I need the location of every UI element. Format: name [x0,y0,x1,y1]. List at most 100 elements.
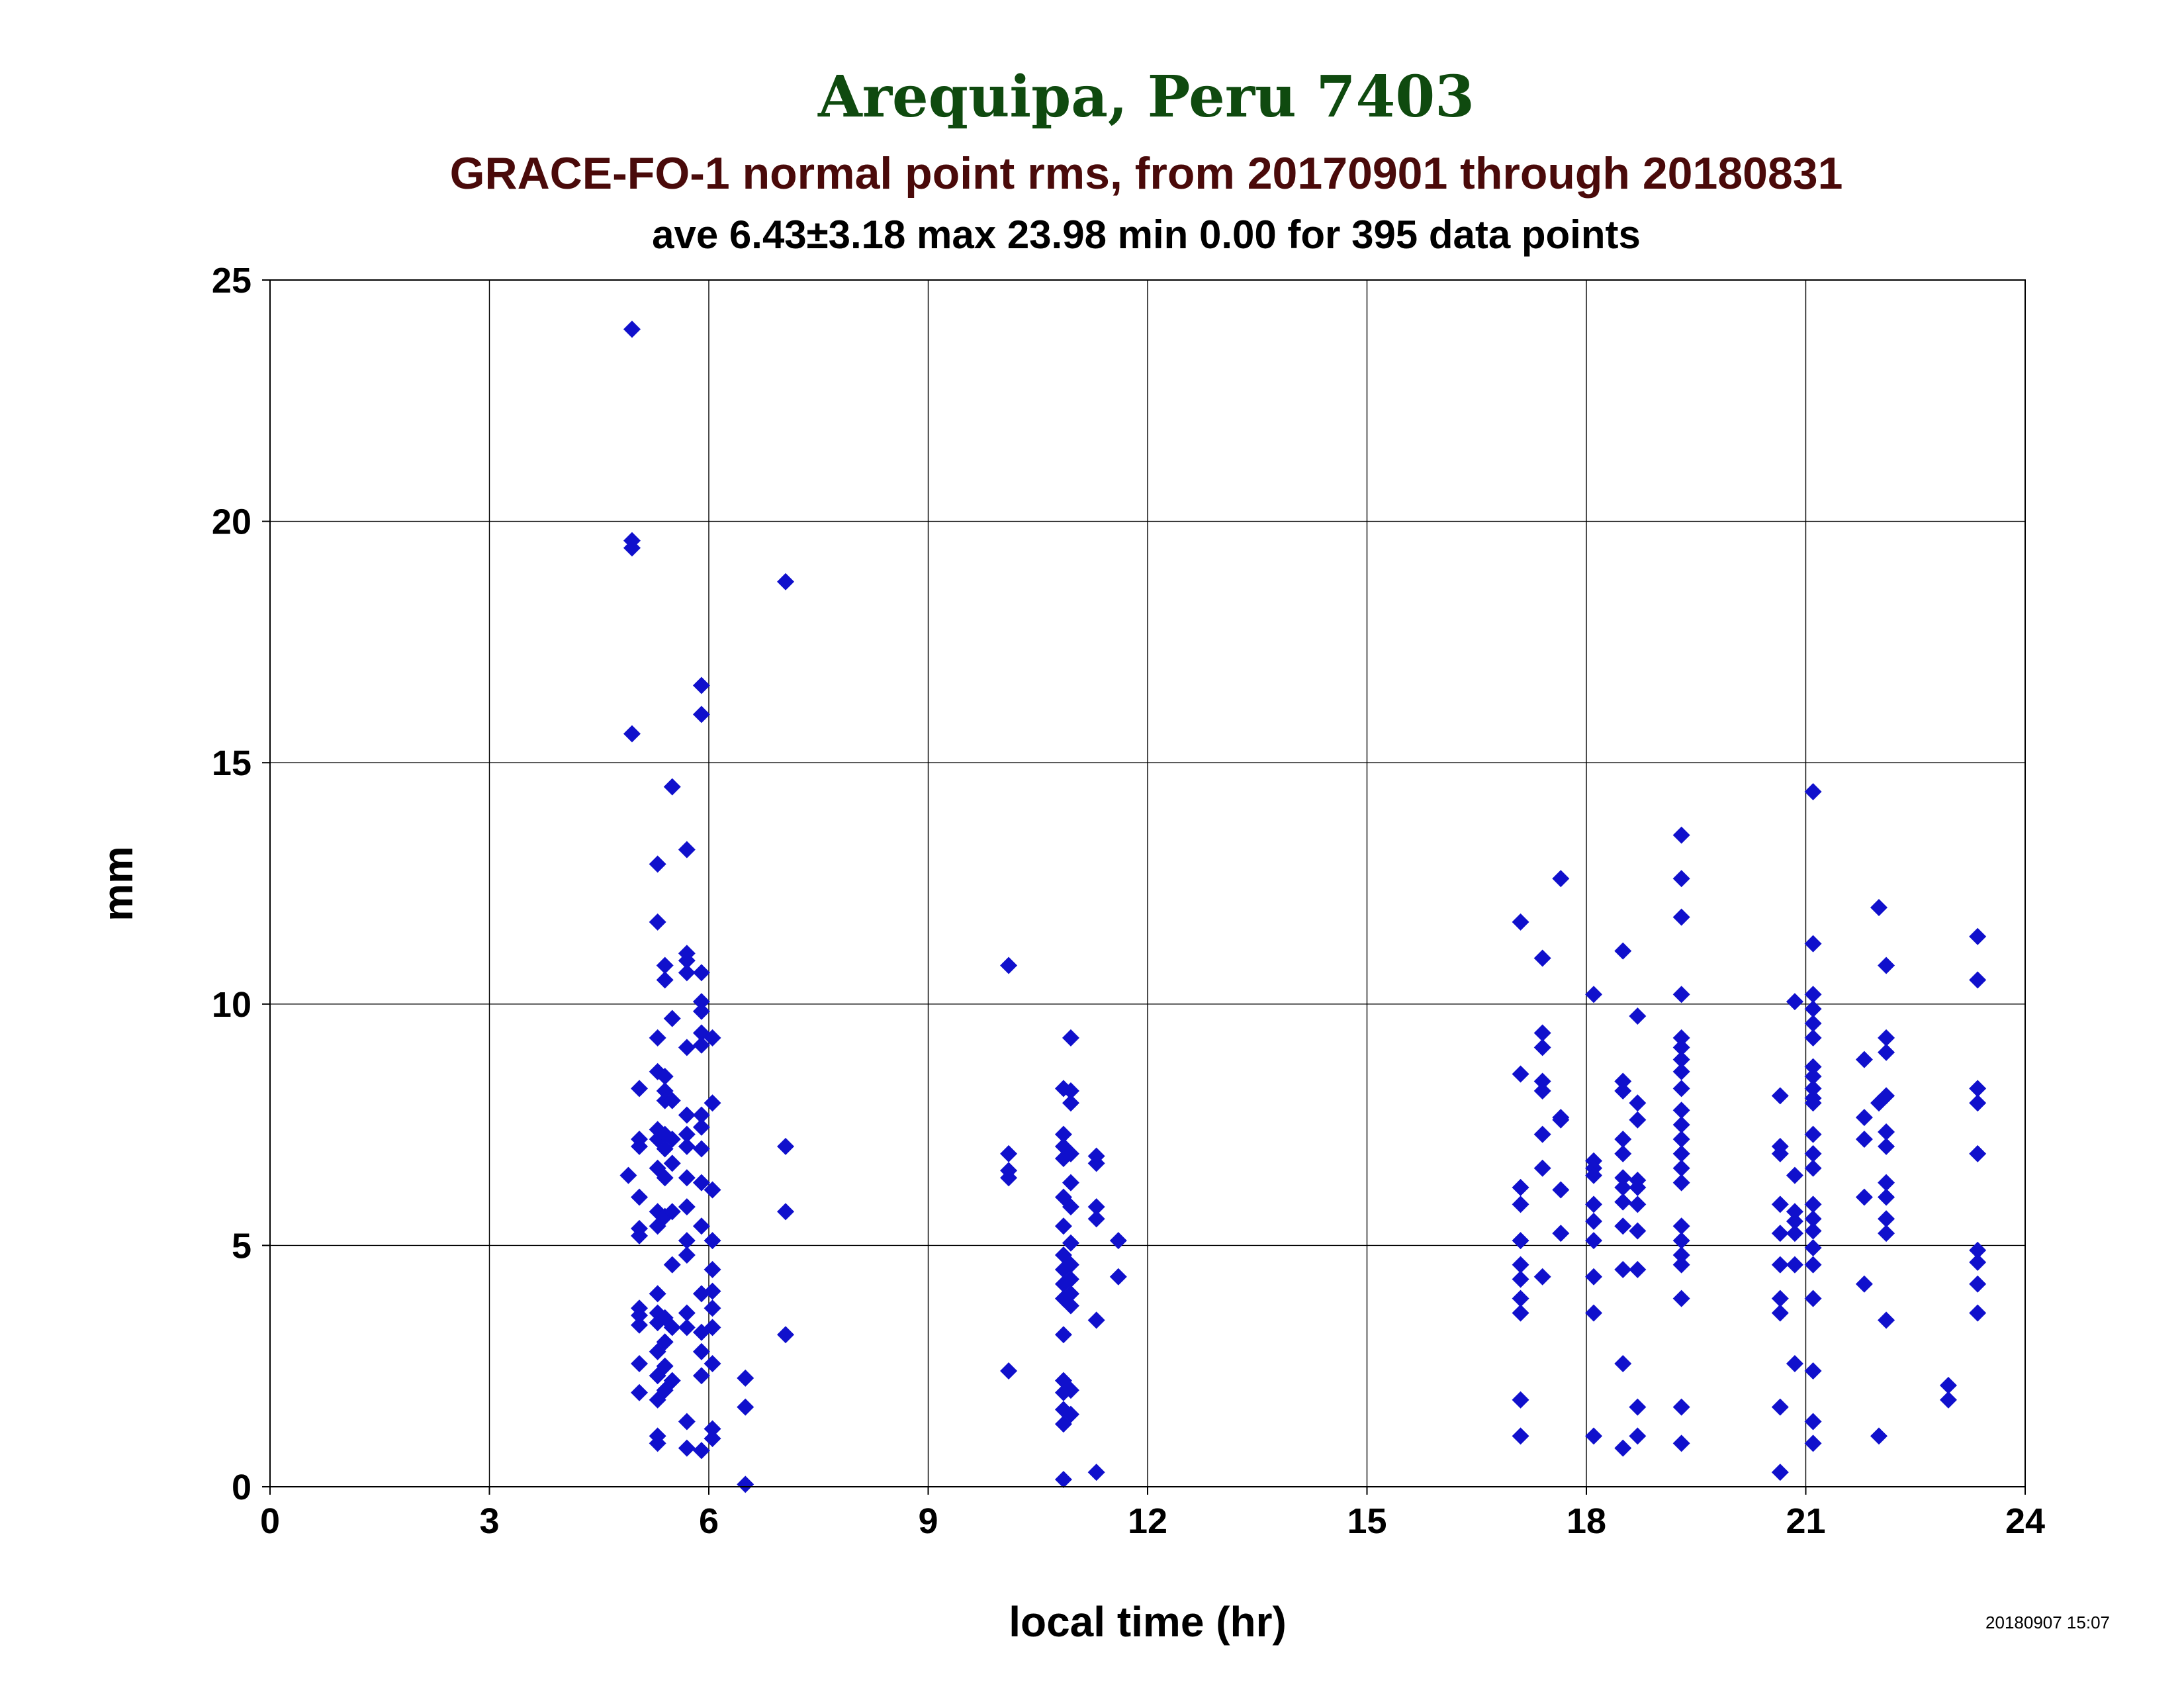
data-point [1000,1362,1018,1380]
data-point [678,1232,696,1250]
data-point [692,1106,710,1124]
data-point [692,1342,710,1360]
data-point [1062,1145,1079,1162]
data-point [1786,1256,1803,1274]
data-point [692,1174,710,1192]
data-point [1878,1174,1895,1192]
data-point [692,1367,710,1385]
data-point [1614,1082,1632,1100]
y-tick-label: 20 [212,502,251,542]
data-point [1804,1256,1822,1274]
data-point [1629,1178,1647,1196]
data-point [737,1476,754,1493]
data-point [631,1383,649,1401]
data-point [1804,1362,1822,1380]
data-point [1614,1439,1632,1457]
data-point [1878,1087,1895,1105]
data-point [1614,1355,1632,1373]
data-point [692,1442,710,1460]
data-point [1804,1094,1822,1112]
data-point [1771,1289,1789,1307]
data-point [1870,898,1888,916]
data-point [1855,1051,1873,1068]
data-point [1533,1125,1551,1143]
data-point [631,1188,649,1206]
data-point [678,1304,696,1322]
data-point [1062,1234,1079,1252]
data-point [1552,1181,1570,1199]
data-point [1552,1111,1570,1129]
data-point [1062,1285,1079,1303]
data-point [1878,1137,1895,1155]
data-point [1512,1065,1529,1083]
data-point [1672,1289,1690,1307]
data-point [678,1039,696,1056]
data-point [1585,1196,1603,1213]
data-point [649,1285,666,1303]
chart-title: Arequipa, Peru 7403 [817,64,1475,130]
data-point [631,1137,649,1155]
data-point [1804,1222,1822,1240]
data-point [1878,1123,1895,1141]
data-point [663,1372,681,1389]
data-point [1804,1434,1822,1452]
data-point [631,1080,649,1098]
data-point [1062,1174,1079,1192]
data-point [692,1002,710,1020]
data-point [1629,1008,1647,1025]
data-point [1062,1082,1079,1100]
data-point [1533,1072,1551,1090]
data-point [1855,1188,1873,1206]
data-point [1786,1166,1803,1184]
data-point [704,1319,721,1336]
chart-subtitle: GRACE-FO-1 normal point rms, from 201709… [450,148,1843,199]
data-point [1878,1188,1895,1206]
data-point [1585,1304,1603,1322]
data-point [1062,1297,1079,1315]
data-point [1672,1029,1690,1047]
data-point [678,1125,696,1143]
data-point [1000,1169,1018,1187]
data-point [1969,1080,1987,1098]
data-point [1533,949,1551,967]
x-axis-label: local time (hr) [1009,1598,1287,1646]
data-point [1629,1196,1647,1213]
data-point [1672,1174,1690,1192]
data-point [704,1420,721,1438]
data-point [1672,1398,1690,1416]
data-point [663,778,681,796]
data-point [692,1118,710,1136]
x-tick-label: 0 [260,1501,280,1541]
data-points [619,320,1987,1493]
y-tick-label: 25 [212,261,251,301]
y-tick-label: 10 [212,985,251,1025]
data-point [1855,1109,1873,1127]
data-point [1614,1260,1632,1278]
data-point [1512,1289,1529,1307]
data-point [649,855,666,873]
data-point [1804,1080,1822,1098]
data-point [663,1319,681,1336]
data-point [1062,1405,1079,1423]
data-point [678,1106,696,1124]
data-point [663,1009,681,1027]
data-point [1109,1268,1127,1286]
data-point [692,677,710,694]
x-tick-label: 6 [699,1501,719,1541]
timestamp: 20180907 15:07 [1985,1613,2110,1632]
data-point [777,1203,795,1221]
data-point [692,1217,710,1235]
data-point [1672,1232,1690,1250]
data-point [1062,1198,1079,1216]
data-point [1614,1145,1632,1162]
data-point [1672,1080,1690,1098]
data-point [663,1092,681,1109]
data-point [678,841,696,859]
data-point [1672,1039,1690,1056]
data-point [663,1256,681,1274]
data-point [1087,1154,1105,1172]
data-point [1585,1232,1603,1250]
data-point [663,1154,681,1172]
data-point [1786,1355,1803,1373]
data-point [663,1203,681,1221]
